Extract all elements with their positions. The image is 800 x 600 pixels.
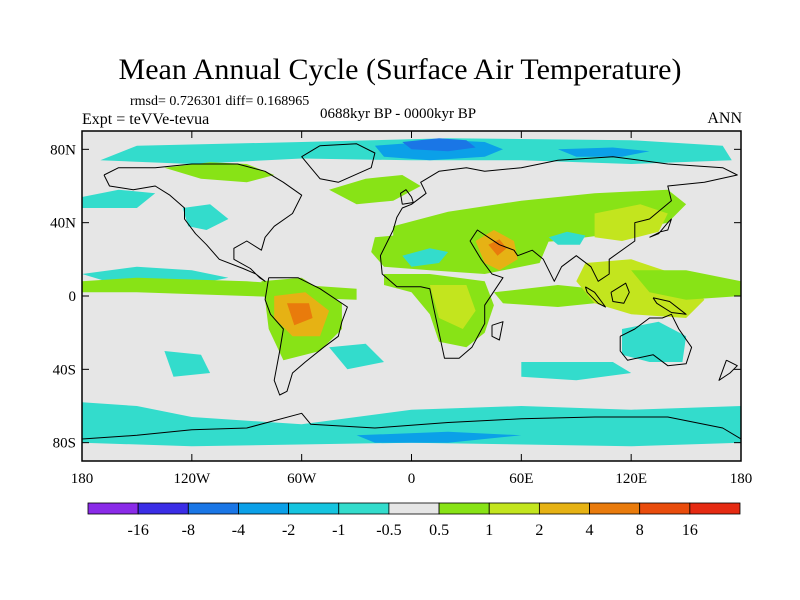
colorbar-swatch — [388, 502, 440, 515]
region-indian-ocean — [493, 285, 595, 307]
colorbar-label: -0.5 — [376, 522, 401, 539]
lat-tick-label: 80S — [53, 436, 76, 452]
coastline-australia — [619, 313, 693, 367]
coastline-new-guinea — [652, 297, 687, 315]
colorbar-swatch — [488, 502, 540, 515]
region-tibet-cool — [548, 231, 586, 245]
region-south-indian — [521, 362, 632, 381]
colorbar-label: 4 — [586, 522, 594, 539]
coastline-north-america — [103, 163, 303, 282]
coastlines — [82, 143, 741, 440]
region-australia — [622, 321, 687, 362]
colorbar-swatch — [137, 502, 189, 515]
region-barents-cold — [402, 138, 476, 152]
lon-tick-label: 60E — [509, 471, 533, 487]
coastline-uk — [400, 189, 414, 205]
lon-tick-label: 180 — [71, 471, 94, 487]
lat-tick-label: 40S — [53, 362, 76, 378]
coastline-greenland — [301, 143, 376, 183]
colorbar-label: 1 — [485, 522, 493, 539]
season-label: ANN — [707, 110, 742, 127]
lat-tick-label: 0 — [69, 289, 77, 305]
lat-tick-label: 40N — [50, 216, 76, 232]
coastline-south-america — [264, 277, 348, 396]
stats-text: rmsd= 0.726301 diff= 0.168965 — [130, 94, 310, 109]
region-amazon-core — [287, 303, 313, 326]
colorbar-label: 8 — [636, 522, 644, 539]
coastline-sumatra — [584, 286, 606, 308]
region-west-pacific — [631, 270, 741, 300]
coastline-borneo — [610, 282, 630, 304]
region-north-atlantic-warm — [329, 175, 421, 205]
colorbar-swatch — [187, 502, 239, 515]
region-sahara-cool — [402, 248, 449, 267]
lon-tick-label: 180 — [730, 471, 753, 487]
region-arabia-core — [488, 239, 507, 256]
colorbar-swatch — [589, 502, 641, 515]
region-north-canada — [164, 162, 275, 183]
lon-tick-label: 120E — [615, 471, 647, 487]
region-east-asia — [594, 204, 668, 241]
map-axes: 180 120W 60W 0 60E 120E 180 80N 40N 0 40S 80S — [50, 131, 752, 487]
coastline-japan — [649, 218, 672, 238]
period-label: 0688kyr BP - 0000kyr BP — [320, 106, 477, 122]
region-southern-ocean — [82, 402, 741, 447]
region-siberia-arctic — [557, 147, 650, 157]
colorbar-label: -8 — [182, 522, 195, 539]
lat-tick-label: 80N — [50, 142, 76, 158]
plot-title: Mean Annual Cycle (Surface Air Temperatu… — [118, 53, 682, 86]
colorbar-label: -16 — [127, 522, 148, 539]
colorbar-swatch — [639, 502, 691, 515]
coastline-eurasia-africa — [379, 156, 738, 359]
colorbar-swatch — [538, 502, 590, 515]
experiment-label: Expt = teVVe-tevua — [82, 111, 210, 128]
colorbar-swatch — [689, 502, 741, 515]
colorbar-swatch — [238, 502, 290, 515]
colorbar-label: -1 — [332, 522, 345, 539]
colorbar-label: -4 — [232, 522, 245, 539]
colorbar-label: 0.5 — [429, 522, 449, 539]
lon-tick-label: 60W — [287, 471, 317, 487]
coastline-new-zealand — [718, 359, 738, 381]
colorbar: -16 -8 -4 -2 -1 -0.5 0.5 1 2 4 8 16 — [87, 502, 741, 539]
region-south-atlantic-cool — [329, 343, 384, 370]
coastline-antarctica — [82, 412, 741, 440]
colorbar-swatch — [87, 502, 139, 515]
colorbar-label: 2 — [535, 522, 543, 539]
region-west-us — [182, 204, 229, 230]
colorbar-label: 16 — [682, 522, 698, 539]
colorbar-swatch — [338, 502, 390, 515]
coastline-madagascar — [491, 321, 504, 341]
region-antarctic-cold — [356, 431, 522, 443]
region-south-pacific-cool — [164, 351, 211, 377]
lon-tick-label: 0 — [408, 471, 416, 487]
region-north-pacific — [82, 189, 156, 208]
colorbar-label: -2 — [282, 522, 295, 539]
lon-tick-label: 120W — [173, 471, 211, 487]
region-central-africa-warm — [429, 285, 476, 329]
colorbar-swatch — [438, 502, 490, 515]
colorbar-swatch — [288, 502, 340, 515]
